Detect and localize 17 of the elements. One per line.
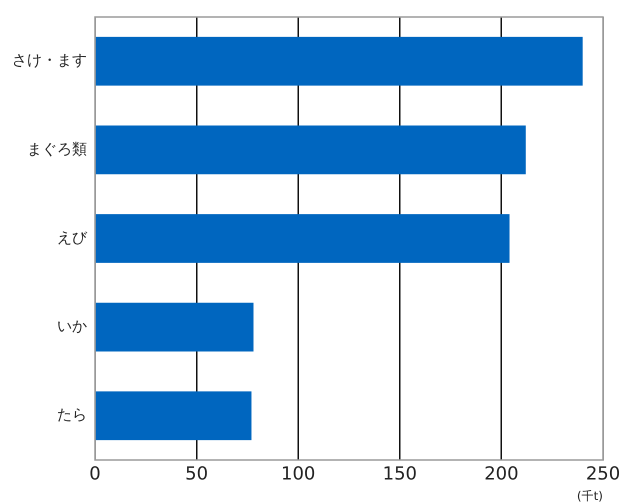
y-tick-label: まぐろ類 — [27, 140, 87, 158]
bar — [96, 391, 252, 440]
x-tick-label: 0 — [89, 463, 101, 484]
x-tick-label: 150 — [382, 463, 417, 484]
x-tick-label: 250 — [586, 463, 620, 484]
bar — [96, 126, 526, 174]
y-tick-label: たら — [57, 406, 87, 424]
x-tick-label: 100 — [281, 463, 316, 484]
y-tick-label: えび — [57, 228, 88, 246]
bar — [96, 214, 510, 263]
y-tick-label: さけ・ます — [12, 51, 87, 70]
y-tick-label: いか — [57, 316, 87, 335]
x-axis-title: (千t) — [576, 488, 603, 503]
x-tick-label: 50 — [185, 463, 208, 484]
bar — [96, 36, 583, 86]
bar — [96, 302, 254, 352]
x-tick-label: 200 — [484, 463, 519, 484]
